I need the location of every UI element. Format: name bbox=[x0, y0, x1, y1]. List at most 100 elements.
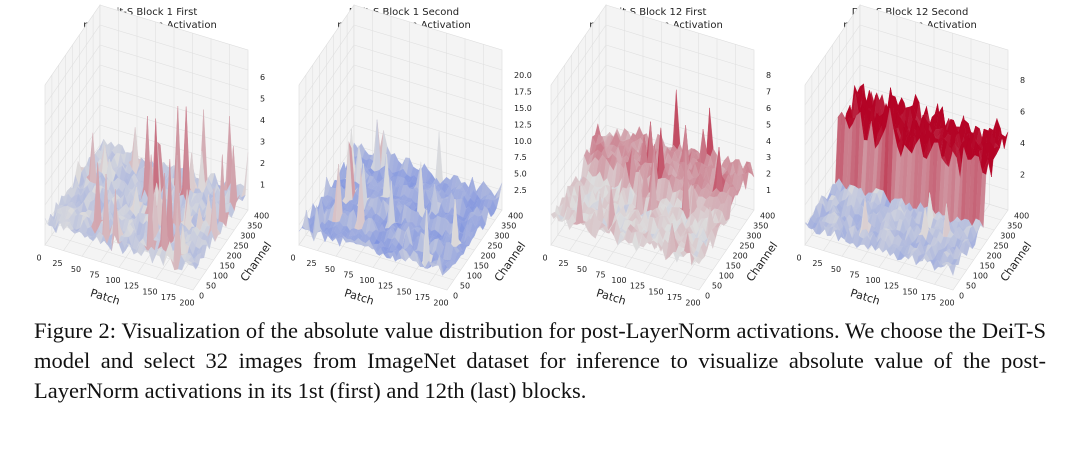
pane-grid bbox=[353, 44, 503, 91]
x-tick-label: 200 bbox=[179, 299, 194, 308]
x-tick-label: 75 bbox=[849, 270, 859, 279]
y-tick-label: 0 bbox=[453, 292, 458, 301]
y-tick-label: 100 bbox=[973, 272, 988, 281]
y-tick-label: 400 bbox=[254, 212, 269, 221]
x-axis-label: Patch bbox=[849, 286, 882, 307]
x-tick-label: 175 bbox=[921, 293, 936, 302]
x-tick-label: 200 bbox=[939, 299, 954, 308]
pane-grid bbox=[605, 64, 755, 111]
y-tick-label: 200 bbox=[481, 252, 496, 261]
x-tick-label: 125 bbox=[378, 282, 393, 291]
y-tick-label: 400 bbox=[760, 212, 775, 221]
x-tick-label: 50 bbox=[831, 265, 841, 274]
x-tick-label: 100 bbox=[611, 276, 626, 285]
z-tick-label: 15.0 bbox=[514, 104, 532, 113]
caption: Figure 2: Visualization of the absolute … bbox=[34, 318, 1046, 403]
surface-facet bbox=[695, 256, 703, 265]
y-tick-label: 50 bbox=[206, 282, 216, 291]
y-tick-label: 50 bbox=[712, 282, 722, 291]
pane-grid bbox=[298, 24, 355, 106]
z-tick-label: 6 bbox=[766, 104, 771, 113]
z-tick-label: 8 bbox=[766, 71, 771, 80]
y-tick-label: 250 bbox=[993, 242, 1008, 251]
x-tick-label: 75 bbox=[89, 270, 99, 279]
pane-grid bbox=[298, 44, 355, 126]
x-tick-label: 100 bbox=[359, 276, 374, 285]
subplot-title: Deit-S Block 1 Second bbox=[349, 7, 459, 18]
figure: Deit-S Block 1 Firstpost-LayerNorm Activ… bbox=[36, 4, 1034, 308]
z-tick-label: 4 bbox=[1020, 139, 1025, 148]
x-tick-label: 200 bbox=[685, 299, 700, 308]
y-tick-label: 300 bbox=[1000, 232, 1015, 241]
pane-grid bbox=[605, 44, 755, 91]
z-tick-label: 20.0 bbox=[514, 71, 532, 80]
y-tick-label: 400 bbox=[508, 212, 523, 221]
z-tick-label: 8 bbox=[1020, 76, 1025, 85]
pane-grid bbox=[859, 24, 1009, 71]
y-tick-label: 300 bbox=[240, 232, 255, 241]
pane-grid bbox=[353, 64, 503, 111]
x-tick-label: 25 bbox=[812, 259, 822, 268]
z-tick-label: 1 bbox=[766, 186, 771, 195]
x-axis-label: Patch bbox=[595, 286, 628, 307]
subplot-title: Deit-S Block 1 First bbox=[103, 7, 198, 18]
z-tick-label: 5 bbox=[260, 94, 265, 103]
pane-grid bbox=[44, 24, 101, 106]
x-axis-label: Patch bbox=[89, 286, 122, 307]
subplot-title: Deit-S Block 12 Second bbox=[852, 7, 969, 18]
z-tick-label: 7 bbox=[766, 88, 771, 97]
x-tick-label: 150 bbox=[396, 287, 411, 296]
y-tick-label: 250 bbox=[233, 242, 248, 251]
x-tick-label: 175 bbox=[667, 293, 682, 302]
y-tick-label: 50 bbox=[460, 282, 470, 291]
z-tick-label: 6 bbox=[260, 73, 265, 82]
x-tick-label: 175 bbox=[415, 293, 430, 302]
pane-grid bbox=[44, 64, 101, 146]
subplot: Deit-S Block 1 Firstpost-LayerNorm Activ… bbox=[36, 4, 274, 308]
x-axis-label: Patch bbox=[343, 286, 376, 307]
x-tick-label: 0 bbox=[290, 254, 295, 263]
pane-grid bbox=[550, 24, 607, 106]
x-tick-label: 50 bbox=[71, 265, 81, 274]
x-tick-label: 125 bbox=[630, 282, 645, 291]
y-tick-label: 0 bbox=[959, 292, 964, 301]
y-tick-label: 300 bbox=[746, 232, 761, 241]
y-tick-label: 350 bbox=[1007, 222, 1022, 231]
surface-facet bbox=[949, 264, 956, 276]
subplot: Deit-S Block 12 Firstpost-LayerNorm Acti… bbox=[542, 4, 780, 308]
pane-grid bbox=[605, 24, 755, 71]
y-tick-label: 150 bbox=[474, 262, 489, 271]
pane-grid bbox=[298, 64, 355, 146]
y-tick-label: 250 bbox=[739, 242, 754, 251]
pane-grid bbox=[99, 64, 249, 111]
y-tick-label: 200 bbox=[987, 252, 1002, 261]
z-tick-label: 4 bbox=[260, 116, 265, 125]
pane-grid bbox=[804, 64, 861, 146]
x-tick-label: 0 bbox=[542, 254, 547, 263]
y-tick-label: 400 bbox=[1014, 212, 1029, 221]
x-tick-label: 125 bbox=[884, 282, 899, 291]
subplot: Deit-S Block 12 Secondpost-LayerNorm Act… bbox=[796, 4, 1034, 308]
x-tick-label: 125 bbox=[124, 282, 139, 291]
y-tick-label: 350 bbox=[753, 222, 768, 231]
y-tick-label: 300 bbox=[494, 232, 509, 241]
pane-grid bbox=[859, 64, 1009, 111]
pane-grid bbox=[353, 24, 503, 71]
pane-grid bbox=[550, 64, 607, 146]
x-tick-label: 25 bbox=[306, 259, 316, 268]
x-tick-label: 150 bbox=[142, 287, 157, 296]
z-tick-label: 17.5 bbox=[514, 88, 532, 97]
z-tick-label: 2.5 bbox=[514, 186, 527, 195]
pane-grid bbox=[550, 44, 607, 126]
x-tick-label: 0 bbox=[36, 254, 41, 263]
y-tick-label: 100 bbox=[467, 272, 482, 281]
x-tick-label: 0 bbox=[796, 254, 801, 263]
y-tick-label: 200 bbox=[733, 252, 748, 261]
y-tick-label: 350 bbox=[501, 222, 516, 231]
z-tick-label: 2 bbox=[260, 159, 265, 168]
y-tick-label: 150 bbox=[980, 262, 995, 271]
x-tick-label: 100 bbox=[105, 276, 120, 285]
pane-grid bbox=[859, 44, 1009, 91]
x-tick-label: 200 bbox=[433, 299, 448, 308]
